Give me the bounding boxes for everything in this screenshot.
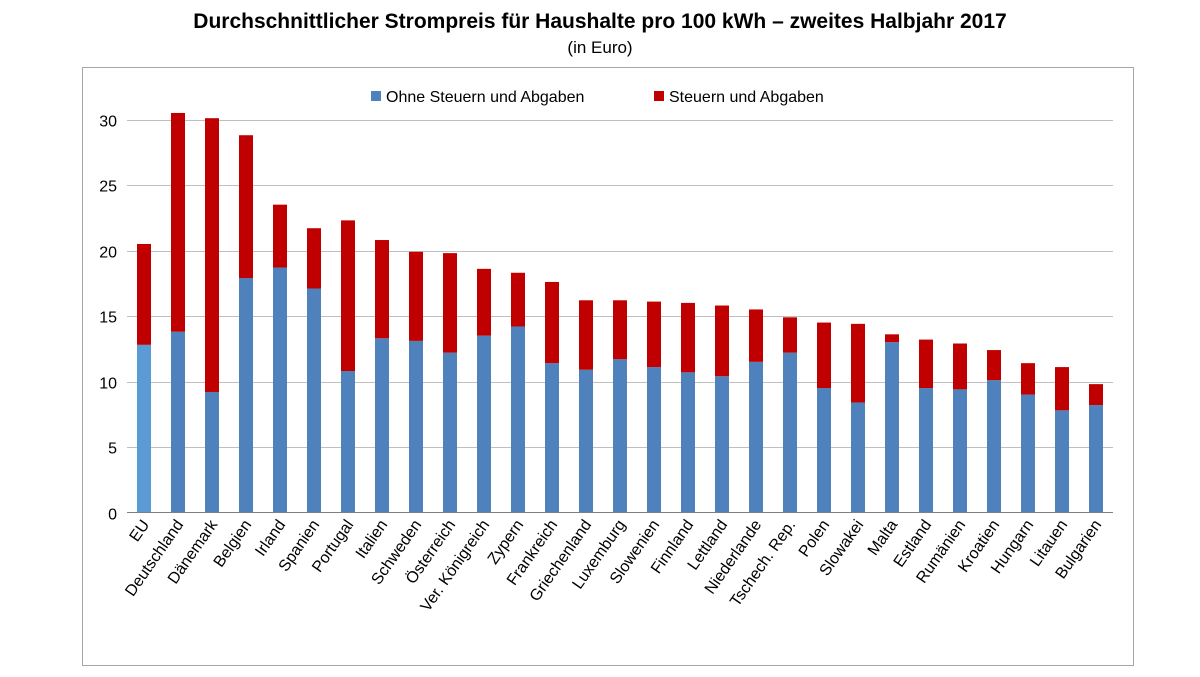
bar-20-ohne-steuern (817, 388, 831, 513)
y-tick-label-25: 25 (99, 179, 117, 196)
bar-21-ohne-steuern (851, 402, 865, 513)
bar-12-steuern (545, 281, 559, 364)
y-tick-label-30: 30 (99, 114, 117, 131)
bar-0-ohne-steuern (137, 344, 151, 513)
bar-14-ohne-steuern (613, 359, 627, 513)
bar-27-steuern (1055, 367, 1069, 411)
bar-25-steuern (987, 350, 1001, 381)
bar-10-ohne-steuern (477, 335, 491, 513)
bar-0-steuern (137, 243, 151, 345)
bar-11-ohne-steuern (511, 326, 525, 513)
bar-5-ohne-steuern (307, 288, 321, 513)
bar-18-ohne-steuern (749, 361, 763, 513)
x-tick-label-0: EU (127, 517, 154, 545)
bar-17-ohne-steuern (715, 376, 729, 513)
legend-label-ohne-steuern: Ohne Steuern und Abgaben (386, 89, 584, 106)
bar-11-steuern (511, 272, 525, 327)
bar-10-steuern (477, 268, 491, 336)
bar-3-steuern (239, 135, 253, 279)
bar-4-steuern (273, 204, 287, 268)
bar-15-ohne-steuern (647, 367, 661, 513)
bar-19-steuern (783, 317, 797, 353)
bar-18-steuern (749, 309, 763, 362)
y-axis-ticks: 0 5 10 15 20 25 30 (99, 114, 117, 524)
bar-6-ohne-steuern (341, 371, 355, 513)
chart-title: Durchschnittlicher Strompreis für Hausha… (193, 10, 1007, 33)
bar-25-ohne-steuern (987, 380, 1001, 513)
chart-frame (82, 67, 1134, 666)
legend-swatch-steuern (654, 91, 664, 101)
bar-20-steuern (817, 322, 831, 389)
legend-swatch-ohne-steuern (371, 91, 381, 101)
bar-28-steuern (1089, 384, 1103, 406)
bar-28-ohne-steuern (1089, 405, 1103, 513)
bar-15-steuern (647, 301, 661, 368)
bar-2-ohne-steuern (205, 391, 219, 513)
bar-1-steuern (171, 112, 185, 332)
legend: Ohne Steuern und Abgaben Steuern und Abg… (371, 89, 824, 106)
bar-16-steuern (681, 302, 695, 373)
x-axis-ticks: EUDeutschlandDänemarkBelgienIrlandSpanie… (122, 516, 1105, 615)
bar-16-ohne-steuern (681, 372, 695, 513)
bar-13-ohne-steuern (579, 369, 593, 513)
y-tick-label-5: 5 (108, 441, 117, 458)
bar-7-ohne-steuern (375, 338, 389, 513)
bar-24-ohne-steuern (953, 389, 967, 513)
bar-3-ohne-steuern (239, 278, 253, 513)
y-tick-label-10: 10 (99, 376, 117, 393)
bar-8-steuern (409, 251, 423, 341)
chart-subtitle: (in Euro) (567, 38, 633, 57)
bar-5-steuern (307, 228, 321, 289)
bar-19-ohne-steuern (783, 352, 797, 513)
bar-22-ohne-steuern (885, 342, 899, 513)
bar-23-ohne-steuern (919, 388, 933, 513)
bar-27-ohne-steuern (1055, 410, 1069, 513)
bar-9-steuern (443, 253, 457, 353)
bar-6-steuern (341, 220, 355, 372)
bar-8-ohne-steuern (409, 340, 423, 513)
bar-14-steuern (613, 300, 627, 360)
bar-4-ohne-steuern (273, 267, 287, 513)
legend-label-steuern: Steuern und Abgaben (669, 89, 824, 106)
bar-1-ohne-steuern (171, 331, 185, 513)
bar-23-steuern (919, 339, 933, 389)
y-tick-label-0: 0 (108, 507, 117, 524)
bar-17-steuern (715, 305, 729, 377)
bar-7-steuern (375, 240, 389, 339)
bar-2-steuern (205, 118, 219, 392)
bars (137, 112, 1103, 513)
bar-9-ohne-steuern (443, 352, 457, 513)
bar-21-steuern (851, 323, 865, 403)
bar-22-steuern (885, 334, 899, 343)
bar-26-steuern (1021, 363, 1035, 395)
bar-24-steuern (953, 343, 967, 390)
y-tick-label-20: 20 (99, 245, 117, 262)
bar-26-ohne-steuern (1021, 394, 1035, 513)
bar-13-steuern (579, 300, 593, 370)
bar-12-ohne-steuern (545, 363, 559, 513)
y-tick-label-15: 15 (99, 310, 117, 327)
